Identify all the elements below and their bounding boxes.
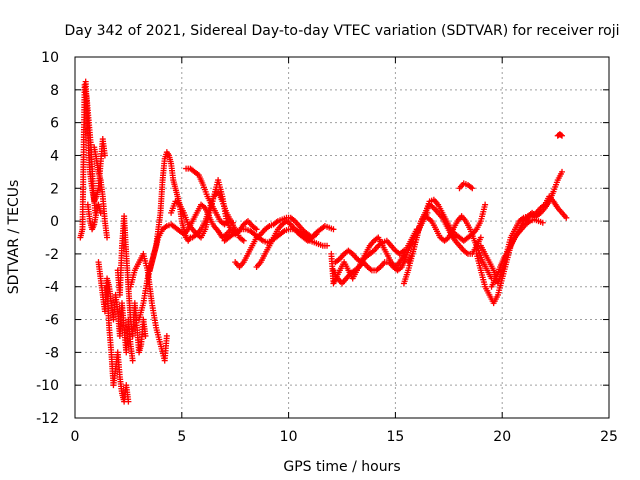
y-tick-label: 10 (41, 50, 59, 66)
y-tick-label: 4 (50, 148, 59, 164)
data-point (253, 226, 260, 233)
x-tick-label: 20 (493, 429, 511, 445)
series-arc-27 (554, 131, 566, 139)
y-tick-label: 6 (50, 116, 59, 132)
y-tick-label: -12 (36, 411, 59, 427)
data-point (163, 332, 170, 339)
data-point (313, 231, 320, 238)
y-tick-label: -6 (45, 313, 59, 329)
data-point-fill (557, 131, 564, 138)
series-arc-2 (82, 78, 108, 205)
series-arc-23 (456, 180, 476, 192)
x-tick-label: 25 (600, 429, 618, 445)
series-arc-6 (104, 283, 132, 405)
data-point (240, 237, 247, 244)
y-tick-labels: -12 -10 -8 -6 -4 -2 0 2 4 6 8 10 (36, 50, 59, 427)
x-tick-label: 10 (280, 429, 298, 445)
x-tick-labels: 0 5 10 15 20 25 (71, 429, 618, 445)
y-tick-label: -2 (45, 247, 59, 263)
y-axis-label: SDTVAR / TECUs (6, 180, 22, 295)
data-point (559, 132, 566, 139)
data-point (129, 357, 136, 364)
x-tick-label: 15 (386, 429, 404, 445)
grid (75, 57, 609, 418)
chart-title: Day 342 of 2021, Sidereal Day-to-day VTE… (64, 23, 619, 39)
data-point (477, 234, 484, 241)
data-marks (77, 78, 570, 405)
series-arc-22 (424, 213, 495, 282)
data-point (142, 332, 149, 339)
data-point (563, 214, 570, 221)
data-point (104, 234, 111, 241)
data-point (400, 247, 407, 254)
y-tick-label: -8 (45, 345, 59, 361)
x-tick-label: 5 (177, 429, 186, 445)
series-arc-19 (332, 237, 407, 266)
data-point (97, 209, 104, 216)
y-tick-label: 2 (50, 181, 59, 197)
series-arc-12 (183, 165, 237, 228)
ticks (74, 56, 610, 419)
data-point (125, 398, 132, 405)
series-arc-4 (91, 144, 111, 241)
data-point (539, 219, 546, 226)
data-point (559, 168, 566, 175)
data-point (101, 152, 108, 159)
y-tick-label: 0 (50, 214, 59, 230)
data-point (324, 242, 331, 249)
series-arc-16 (221, 226, 331, 249)
y-tick-label: 8 (50, 83, 59, 99)
y-tick-label: -10 (36, 378, 59, 394)
data-point (469, 185, 476, 192)
series-arc-26 (488, 216, 546, 290)
plot-frame (74, 56, 610, 419)
data-point (482, 201, 489, 208)
x-axis-label: GPS time / hours (283, 459, 400, 475)
x-tick-label: 0 (71, 429, 80, 445)
series-arc-3 (84, 201, 104, 233)
series-arc-7 (114, 213, 149, 356)
y-tick-label: -4 (45, 280, 59, 296)
data-point (330, 226, 337, 233)
series-arc-8 (127, 250, 170, 364)
series-arc-10 (146, 201, 239, 274)
series-arc-25 (477, 168, 566, 287)
